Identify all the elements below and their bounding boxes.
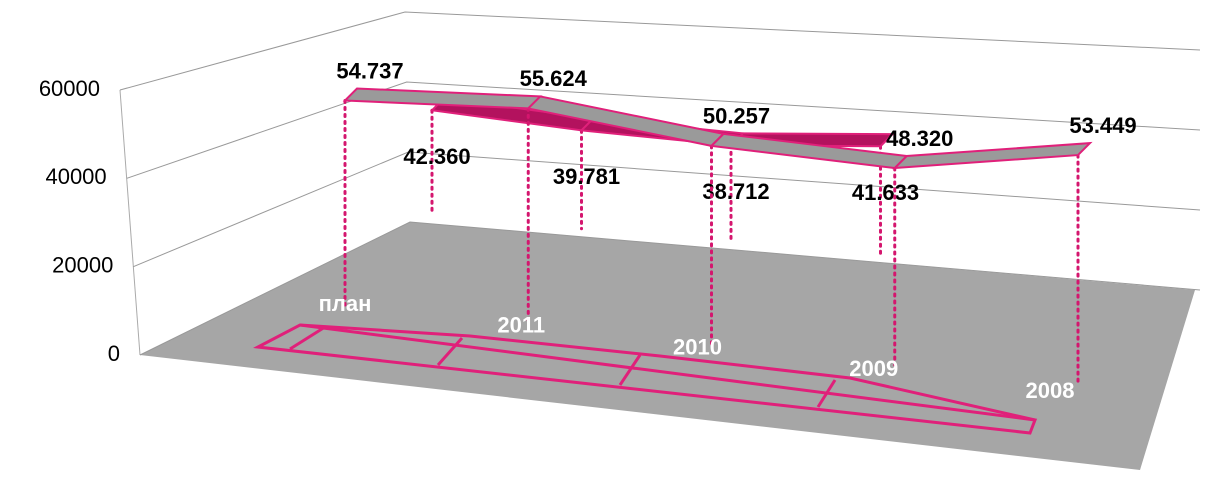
grid-line bbox=[139, 221, 1201, 356]
y-tick-label: 20000 bbox=[52, 252, 113, 277]
category-label: план bbox=[319, 291, 372, 316]
data-label: 48.320 bbox=[886, 126, 953, 151]
data-label: 54.737 bbox=[336, 58, 403, 83]
grid-line bbox=[119, 11, 1201, 91]
data-label: 53.449 bbox=[1069, 113, 1136, 138]
category-label: 2010 bbox=[673, 334, 722, 359]
y-tick-label: 60000 bbox=[39, 76, 100, 101]
data-label: 39.781 bbox=[553, 164, 620, 189]
ribbon-segment bbox=[342, 87, 543, 110]
y-tick-label: 40000 bbox=[45, 164, 106, 189]
grid-line bbox=[126, 81, 1201, 179]
category-label: 2008 bbox=[1026, 378, 1075, 403]
floor bbox=[140, 222, 1195, 470]
data-label: 55.624 bbox=[520, 66, 588, 91]
data-label: 42.360 bbox=[403, 144, 470, 169]
data-label: 38.712 bbox=[702, 179, 769, 204]
data-label: 50.257 bbox=[703, 104, 770, 129]
data-label: 41.633 bbox=[852, 180, 919, 205]
category-label: 2011 bbox=[497, 313, 545, 338]
ribbon-segment bbox=[892, 141, 1093, 170]
grid-line bbox=[133, 151, 1201, 268]
y-axis bbox=[119, 89, 141, 356]
floor-ribbon bbox=[252, 323, 1038, 435]
y-tick-label: 0 bbox=[108, 341, 120, 366]
category-label: 2009 bbox=[849, 356, 898, 381]
